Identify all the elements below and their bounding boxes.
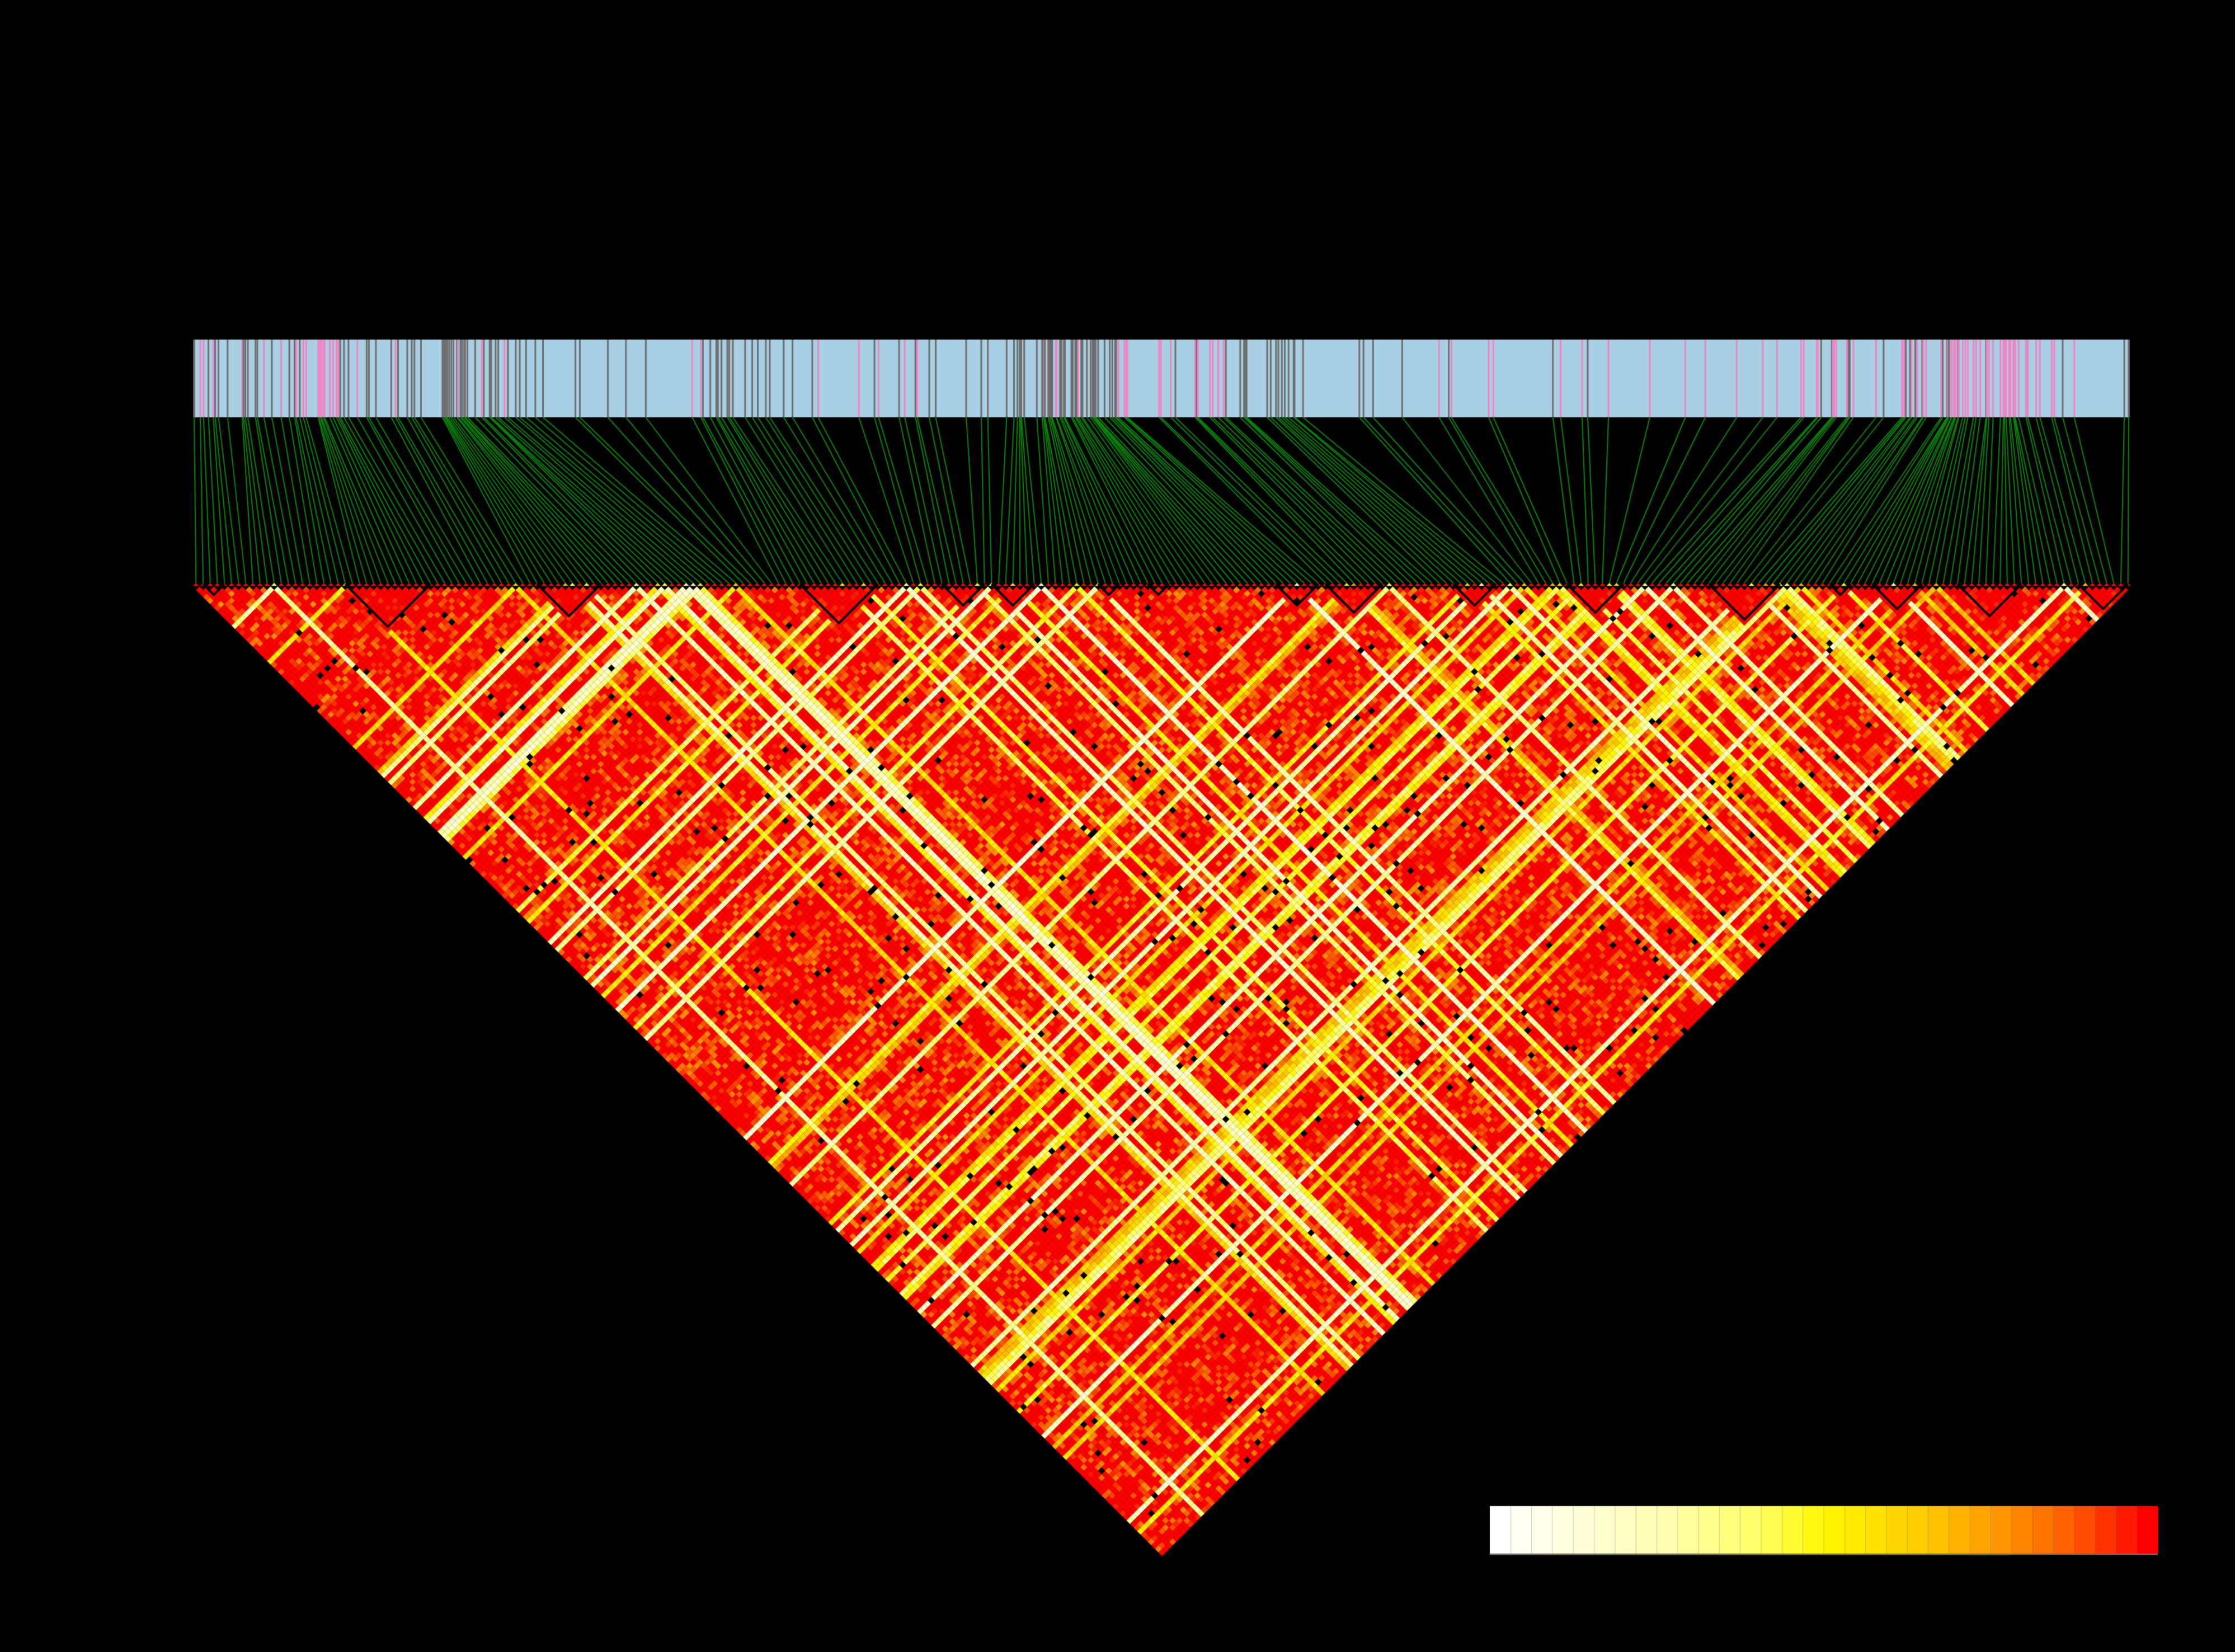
ld-plot-figure [0,0,2235,1652]
ld-plot-canvas [0,0,2235,1652]
